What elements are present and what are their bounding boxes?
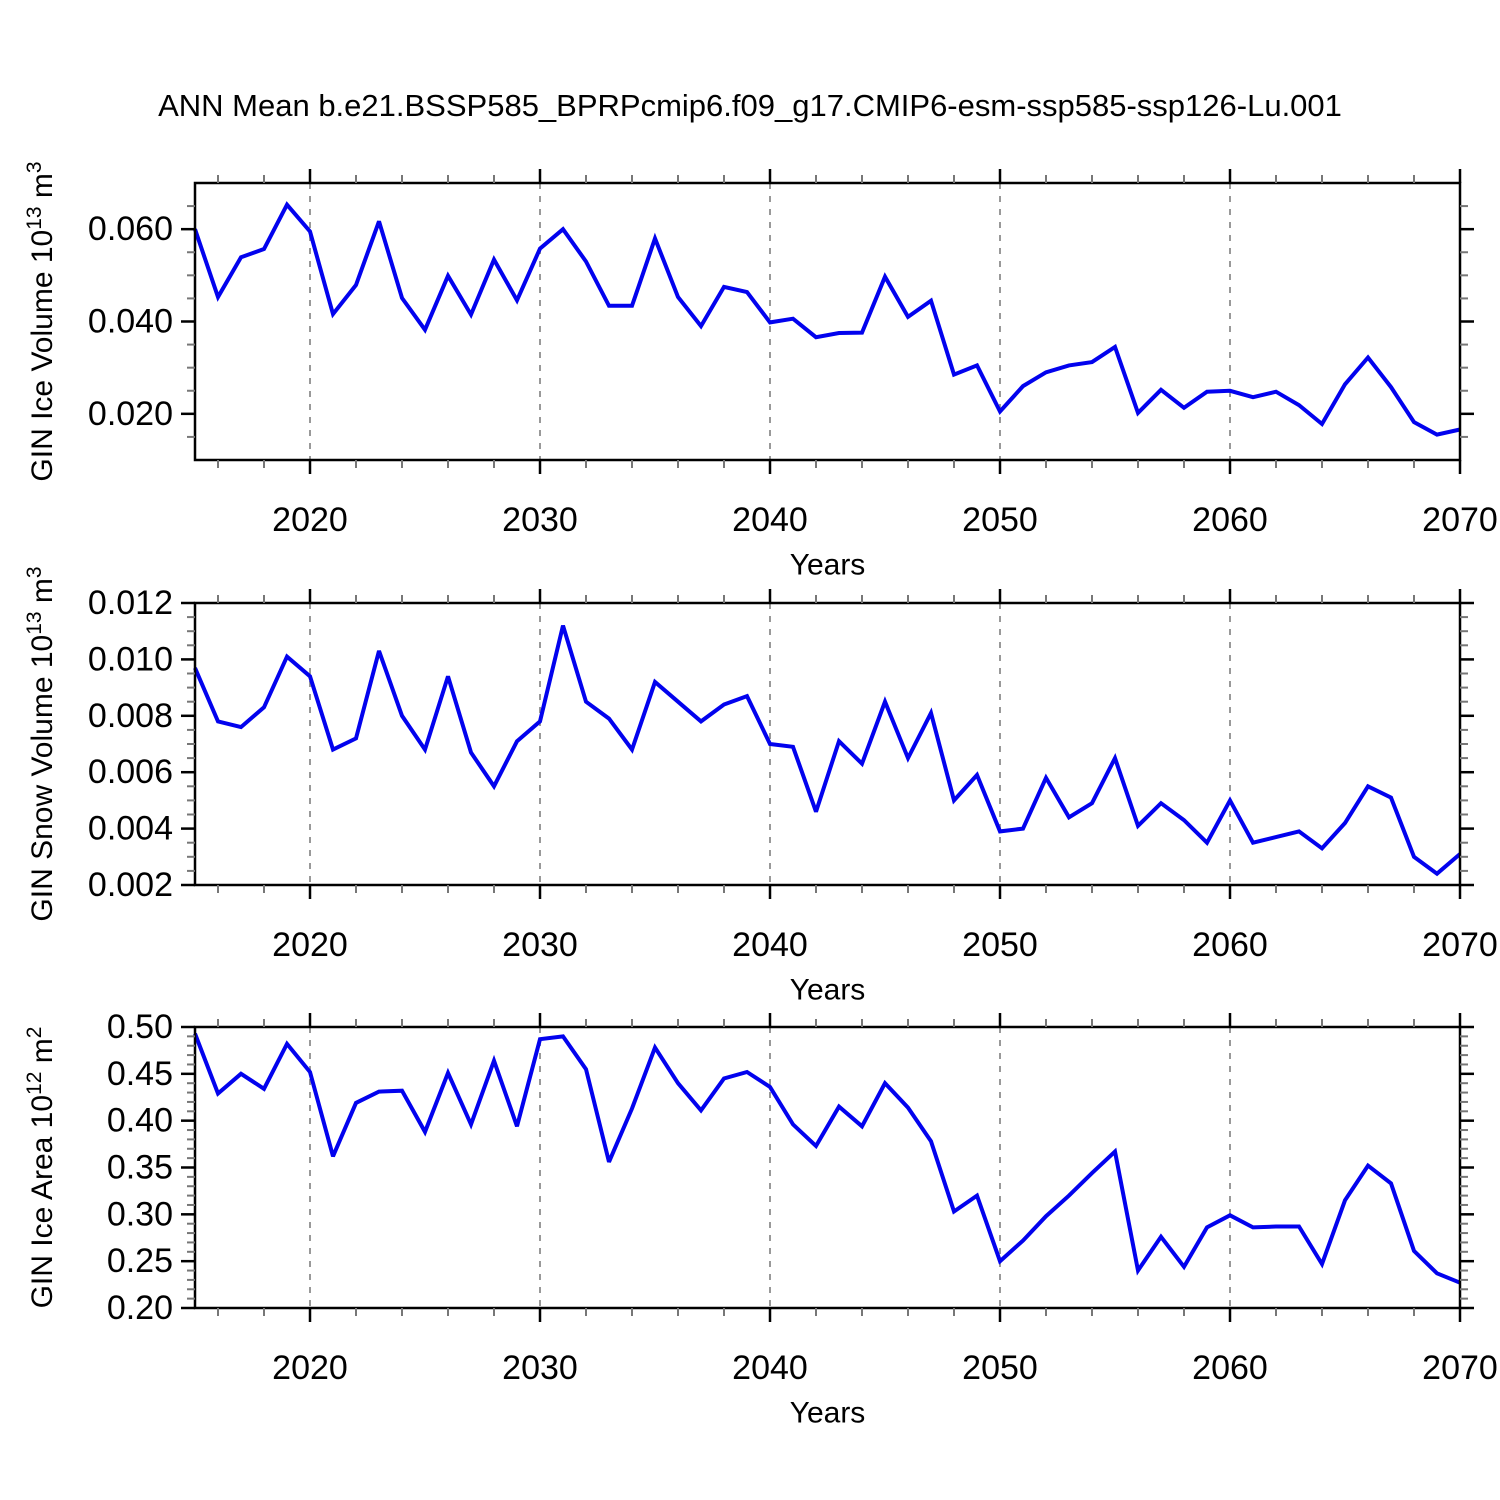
x-tick-label: 2070 [1422,501,1498,539]
y-tick-label: 0.40 [107,1102,173,1140]
x-tick-label: 2070 [1422,926,1498,964]
y-tick-label: 0.35 [107,1149,173,1187]
series-line-gin-ice-area [193,1032,1461,1285]
x-tick-label: 2030 [502,926,578,964]
x-axis-title: Years [790,974,866,1007]
y-tick-label: 0.004 [88,810,173,848]
plot-frame [193,1025,1462,1310]
y-tick-label: 0.020 [88,395,173,433]
plot-frame [193,181,1462,462]
y-tick-label: 0.25 [107,1242,173,1280]
x-tick-label: 2020 [272,501,348,539]
series-line-gin-snow-volume [193,625,1462,877]
panel-gin-ice-volume: 0.020 0.040 0.060 2020 2030 2040 2050 2060 2070 Y… [23,161,1498,581]
y-axis-title: GIN Snow Volume 1013 m3 [23,566,59,921]
x-tick-label: 2060 [1192,926,1268,964]
x-axis-title: Years [790,549,866,582]
x-tick-label: 2030 [502,1349,578,1387]
y-axis-title: GIN Ice Volume 1013 m3 [23,161,59,481]
x-tick-label: 2060 [1192,1349,1268,1387]
y-tick-label: 0.30 [107,1195,173,1233]
x-tick-label: 2070 [1422,1349,1498,1387]
y-tick-label: 0.50 [107,1008,173,1046]
series-line-gin-ice-volume [193,201,1461,437]
y-axis-title: GIN Ice Area 1012 m2 [23,1027,59,1309]
chart-title: ANN Mean b.e21.BSSP585_BPRPcmip6.f09_g17… [158,88,1342,123]
y-tick-label: 0.002 [88,866,173,904]
x-tick-label: 2040 [732,501,808,539]
x-tick-label: 2040 [732,1349,808,1387]
x-tick-label: 2040 [732,926,808,964]
y-tick-label: 0.012 [88,584,173,622]
panel-gin-ice-area: 0.20 0.25 0.30 0.35 0.40 0.45 0.50 2020 2030 2040… [23,1008,1498,1430]
x-tick-label: 2050 [962,1349,1038,1387]
y-tick-label: 0.006 [88,753,173,791]
x-tick-label: 2060 [1192,501,1268,539]
x-axis-title: Years [790,1397,866,1430]
y-tick-label: 0.060 [88,210,173,248]
x-tick-label: 2020 [272,1349,348,1387]
x-tick-label: 2020 [272,926,348,964]
x-tick-label: 2030 [502,501,578,539]
y-tick-label: 0.20 [107,1289,173,1327]
x-tick-label: 2050 [962,501,1038,539]
y-tick-label: 0.040 [88,303,173,341]
y-tick-label: 0.008 [88,697,173,735]
x-tick-label: 2050 [962,926,1038,964]
plot-frame [193,601,1462,887]
y-tick-label: 0.45 [107,1055,173,1093]
y-tick-label: 0.010 [88,640,173,678]
panel-gin-snow-volume: 0.002 0.004 0.006 0.008 0.010 0.012 2020 2030 20… [23,566,1498,1006]
